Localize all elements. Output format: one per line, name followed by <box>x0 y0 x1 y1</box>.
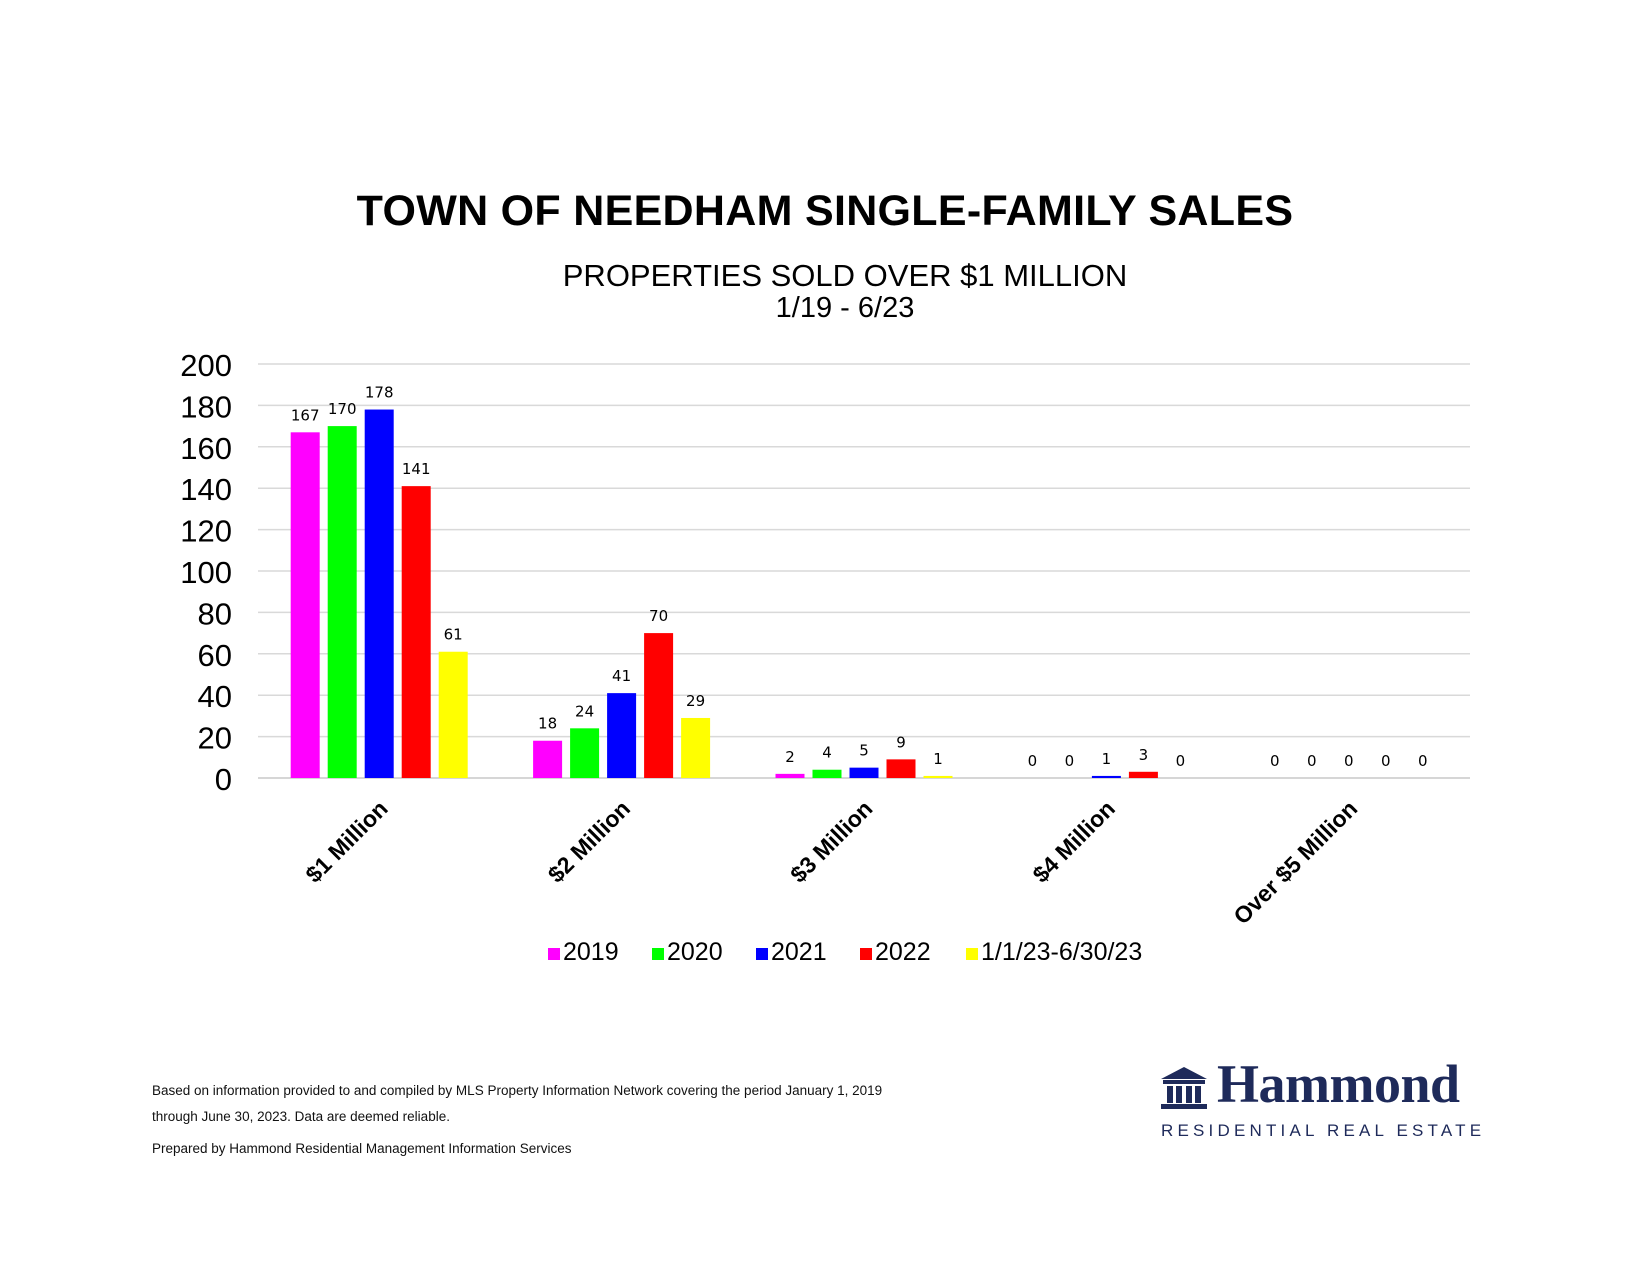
data-label: 141 <box>402 460 431 478</box>
data-label: 9 <box>896 733 906 751</box>
legend-label: 2020 <box>667 938 723 966</box>
legend-label: 1/1/23-6/30/23 <box>981 938 1142 966</box>
x-category-label: $2 Million <box>543 795 635 887</box>
chart-period: 1/19 - 6/23 <box>775 292 915 324</box>
data-label: 0 <box>1344 752 1354 770</box>
bar <box>364 409 394 778</box>
y-tick-label: 140 <box>180 472 232 507</box>
x-category-label: Over $5 Million <box>1228 795 1362 929</box>
data-label: 0 <box>1065 752 1075 770</box>
bar <box>327 426 357 778</box>
chart-title: TOWN OF NEEDHAM SINGLE-FAMILY SALES <box>356 187 1294 235</box>
bar <box>681 717 711 778</box>
data-label: 178 <box>365 384 394 402</box>
chart-subtitle: PROPERTIES SOLD OVER $1 MILLION <box>562 258 1128 293</box>
data-label: 5 <box>859 742 869 760</box>
hammond-logo: Hammond RESIDENTIAL REAL ESTATE <box>1155 1054 1485 1140</box>
bar <box>438 651 468 778</box>
y-tick-label: 200 <box>180 348 232 383</box>
data-label: 41 <box>612 667 631 685</box>
bar <box>775 773 805 778</box>
bar <box>533 740 563 778</box>
bar <box>607 693 637 778</box>
x-category-label: $3 Million <box>785 795 877 887</box>
data-label: 1 <box>933 750 943 768</box>
data-label: 3 <box>1139 746 1149 764</box>
data-label: 0 <box>1270 752 1280 770</box>
bar <box>1128 771 1158 778</box>
y-tick-label: 60 <box>198 638 232 673</box>
y-tick-label: 160 <box>180 431 232 466</box>
data-label: 0 <box>1307 752 1317 770</box>
data-label: 0 <box>1418 752 1428 770</box>
y-tick-label: 80 <box>198 596 232 631</box>
data-label: 1 <box>1102 750 1112 768</box>
y-tick-label: 100 <box>180 555 232 590</box>
data-label: 18 <box>538 715 557 733</box>
data-label: 24 <box>575 702 594 720</box>
bar <box>923 775 953 778</box>
legend-label: 2019 <box>563 938 619 966</box>
data-label: 61 <box>444 626 463 644</box>
bar <box>1091 775 1121 778</box>
bar <box>849 767 879 778</box>
legend-label: 2022 <box>875 938 931 966</box>
building-columns-icon <box>1161 1067 1207 1109</box>
data-label: 4 <box>822 744 832 762</box>
bar <box>401 486 431 778</box>
data-label: 70 <box>649 607 668 625</box>
logo-wordmark: Hammond <box>1217 1054 1460 1114</box>
bar <box>886 759 916 778</box>
data-label: 0 <box>1176 752 1186 770</box>
bar <box>290 432 320 778</box>
legend-label: 2021 <box>771 938 827 966</box>
x-category-label: $1 Million <box>300 795 392 887</box>
bar <box>644 633 674 778</box>
logo-tagline: RESIDENTIAL REAL ESTATE <box>1161 1121 1486 1140</box>
bar <box>570 728 600 778</box>
y-tick-label: 0 <box>215 762 232 797</box>
data-label: 0 <box>1028 752 1038 770</box>
y-tick-label: 20 <box>198 721 232 756</box>
legend-swatch <box>652 948 664 960</box>
y-tick-label: 120 <box>180 514 232 549</box>
footnote-source: Based on information provided to and com… <box>152 1083 883 1098</box>
data-label: 0 <box>1381 752 1391 770</box>
data-label: 167 <box>291 406 320 424</box>
footnote-prepared-by: Prepared by Hammond Residential Manageme… <box>152 1141 572 1156</box>
y-tick-label: 180 <box>180 389 232 424</box>
data-label: 2 <box>785 748 795 766</box>
data-label: 29 <box>686 692 705 710</box>
bar <box>812 769 842 778</box>
x-category-label: $4 Million <box>1027 795 1119 887</box>
legend-swatch <box>756 948 768 960</box>
y-tick-label: 40 <box>198 679 232 714</box>
legend-swatch <box>548 948 560 960</box>
legend-swatch <box>860 948 872 960</box>
legend-swatch <box>966 948 978 960</box>
footnote-reliability: through June 30, 2023. Data are deemed r… <box>152 1109 450 1124</box>
data-label: 170 <box>328 400 357 418</box>
